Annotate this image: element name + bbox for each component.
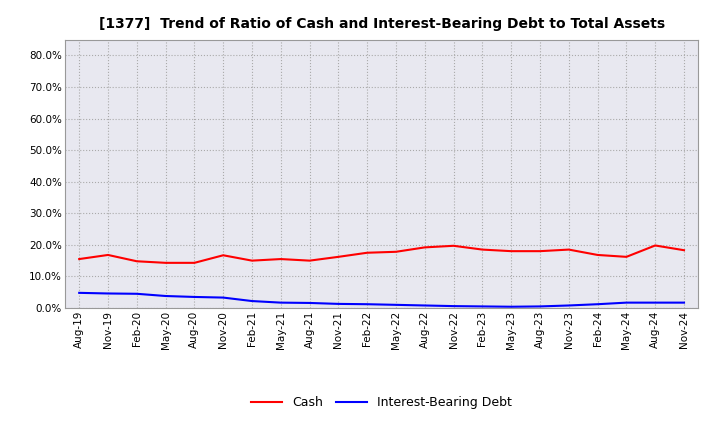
Interest-Bearing Debt [420,303,429,308]
Cash [392,249,400,254]
Interest-Bearing Debt [507,304,516,309]
Interest-Bearing Debt [680,300,688,305]
Interest-Bearing Debt [334,301,343,307]
Cash [593,252,602,257]
Interest-Bearing Debt [363,301,372,307]
Interest-Bearing Debt [622,300,631,305]
Cash [536,249,544,254]
Line: Interest-Bearing Debt: Interest-Bearing Debt [79,293,684,307]
Interest-Bearing Debt [190,294,199,300]
Interest-Bearing Debt [219,295,228,300]
Interest-Bearing Debt [276,300,285,305]
Cash [334,254,343,260]
Cash [104,252,112,257]
Interest-Bearing Debt [392,302,400,308]
Cash [680,248,688,253]
Cash [190,260,199,265]
Cash [75,257,84,262]
Interest-Bearing Debt [161,293,170,299]
Interest-Bearing Debt [75,290,84,296]
Title: [1377]  Trend of Ratio of Cash and Interest-Bearing Debt to Total Assets: [1377] Trend of Ratio of Cash and Intere… [99,18,665,32]
Legend: Cash, Interest-Bearing Debt: Cash, Interest-Bearing Debt [246,392,517,414]
Cash [248,258,256,263]
Cash [305,258,314,263]
Cash [219,253,228,258]
Cash [363,250,372,255]
Interest-Bearing Debt [593,301,602,307]
Cash [564,247,573,252]
Interest-Bearing Debt [478,304,487,309]
Cash [276,257,285,262]
Interest-Bearing Debt [536,304,544,309]
Cash [622,254,631,260]
Cash [420,245,429,250]
Cash [161,260,170,265]
Interest-Bearing Debt [132,291,141,297]
Interest-Bearing Debt [248,298,256,304]
Cash [651,243,660,248]
Line: Cash: Cash [79,246,684,263]
Cash [478,247,487,252]
Interest-Bearing Debt [104,291,112,296]
Cash [132,259,141,264]
Cash [507,249,516,254]
Interest-Bearing Debt [651,300,660,305]
Interest-Bearing Debt [564,303,573,308]
Interest-Bearing Debt [305,301,314,306]
Cash [449,243,458,249]
Interest-Bearing Debt [449,304,458,309]
